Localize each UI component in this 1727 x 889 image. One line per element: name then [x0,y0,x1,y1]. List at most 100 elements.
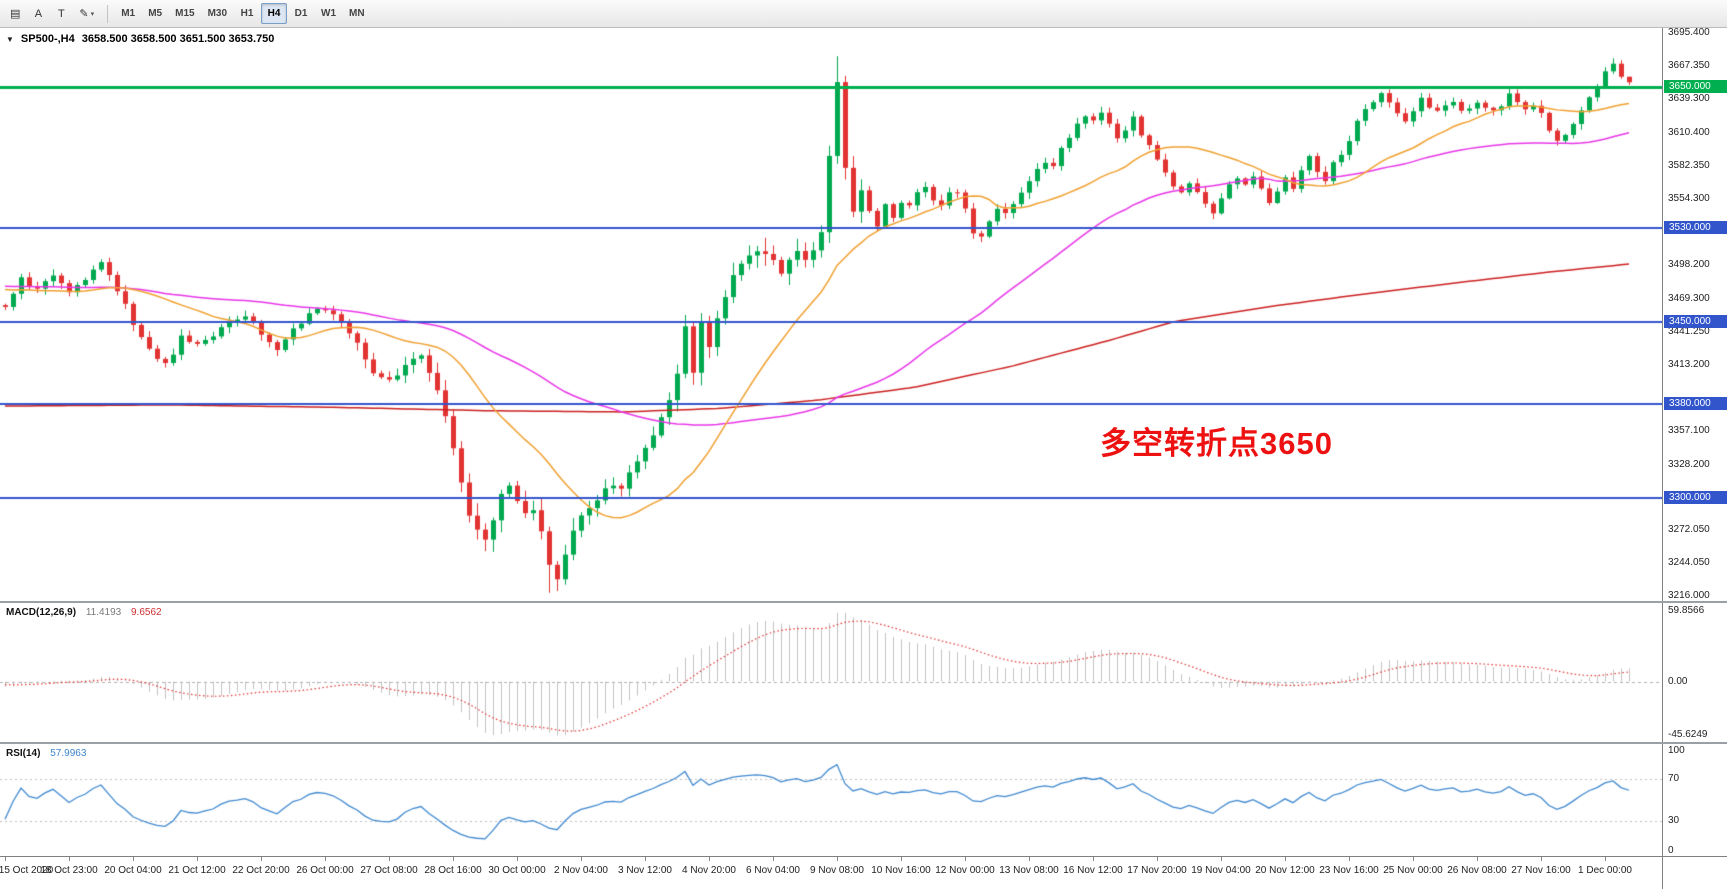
time-axis-label: 20 Nov 12:00 [1255,865,1315,876]
chart-text-annotation[interactable]: 多空转折点3650 [1100,426,1333,461]
macd-panel-canvas[interactable] [0,603,1662,742]
time-axis-tick [325,857,326,861]
price-axis-label: 3695.400 [1668,27,1710,39]
symbol-timeframe-label: SP500-,H4 [20,33,75,45]
time-axis-tick [1477,857,1478,861]
time-axis-tick [517,857,518,861]
price-axis-label: 3554.300 [1668,193,1710,205]
symbol-info: ▼ SP500-,H4 3658.500 3658.500 3651.500 3… [6,33,274,45]
time-axis-label: 4 Nov 20:00 [682,865,736,876]
time-axis-tick [1093,857,1094,861]
time-axis-label: 25 Nov 00:00 [1383,865,1443,876]
text-box-icon[interactable]: T [58,7,65,20]
rsi-axis-label: 0 [1668,845,1674,856]
price-axis-label: 3328.200 [1668,458,1710,470]
price-axis-label: 3667.350 [1668,60,1710,72]
drawing-tools-group: ▤ A T ✎ ▾ [4,3,100,24]
time-axis[interactable]: 15 Oct 2020 18 Oct 23:00 20 Oct 04:00 21 Oc… [0,857,1662,889]
price-axis-label: 3216.000 [1668,590,1710,602]
time-axis-label: 22 Oct 20:00 [232,865,290,876]
time-axis-tick [5,857,6,861]
timeframe-m30[interactable]: M30 [207,8,228,19]
price-axis-label: 3272.050 [1668,524,1710,536]
price-chart-canvas[interactable] [0,28,1662,601]
time-axis-tick [1605,857,1606,861]
time-axis-label: 19 Nov 04:00 [1191,865,1251,876]
price-axis-label: 3639.300 [1668,93,1710,105]
time-axis-tick [1349,857,1350,861]
time-axis-tick [133,857,134,861]
time-axis-tick [645,857,646,861]
time-axis-label: 1 Dec 00:00 [1578,865,1632,876]
price-tag: 3450.000 [1664,314,1727,328]
ohlc-values: 3658.500 3658.500 3651.500 3653.750 [81,33,275,45]
panel-separator[interactable] [0,601,1727,603]
time-axis-label: 28 Oct 16:00 [424,865,482,876]
price-axis-label: 3469.300 [1668,292,1710,304]
time-axis-label: 27 Nov 16:00 [1511,865,1571,876]
time-axis-label: 12 Nov 00:00 [935,865,995,876]
time-axis-label: 30 Oct 00:00 [488,865,546,876]
timeframe-m5[interactable]: M5 [148,8,163,19]
time-axis-label: 18 Oct 23:00 [40,865,98,876]
macd-axis-label: -45.6249 [1668,729,1708,740]
rsi-panel-canvas[interactable] [0,744,1662,856]
rsi-value: 57.9963 [50,748,87,759]
dropdown-caret-icon: ▾ [90,10,95,18]
timeframe-h1[interactable]: H1 [240,8,254,19]
macd-signal-value: 9.6562 [131,607,162,618]
rsi-axis-label: 70 [1668,773,1680,785]
timeframe-h4[interactable]: H4 [261,3,288,24]
rsi-indicator-label: RSI(14) 57.9963 [6,748,86,759]
symbol-dropdown-icon[interactable]: ▼ [6,34,14,44]
panel-separator[interactable] [0,742,1727,744]
chart-grid-icon[interactable]: ▤ [10,8,21,20]
timeframe-w1[interactable]: W1 [321,8,337,19]
time-axis-tick [69,857,70,861]
price-axis-label: 3357.100 [1668,424,1710,436]
price-axis-label: 3244.050 [1668,557,1710,569]
time-axis-tick [261,857,262,861]
price-axis[interactable]: 3695.400 3667.350 3639.300 3610.400 3582.350… [1662,27,1727,889]
time-axis-label: 26 Oct 00:00 [296,865,354,876]
time-axis-label: 21 Oct 12:00 [168,865,226,876]
time-axis-tick [837,857,838,861]
time-axis-label: 2 Nov 04:00 [554,865,608,876]
time-axis-label: 10 Nov 16:00 [871,865,931,876]
macd-axis-label: 0.00 [1668,675,1688,687]
price-tag: 3300.000 [1664,490,1727,504]
price-tag: 3650.000 [1664,79,1727,93]
toolbar-divider [107,4,109,23]
time-axis-tick [1029,857,1030,861]
rsi-axis-label: 30 [1668,814,1680,826]
time-axis-tick [965,857,966,861]
time-axis-tick [901,857,902,861]
time-axis-label: 3 Nov 12:00 [618,865,672,876]
top-toolbar: ▤ A T ✎ ▾ M1 M5 M15 M30 H1 H4 D1 W1 MN [0,0,1727,28]
time-axis-tick [773,857,774,861]
time-axis-label: 15 Oct 2020 [0,865,54,876]
time-axis-label: 27 Oct 08:00 [360,865,418,876]
time-axis-label: 16 Nov 12:00 [1063,865,1123,876]
time-axis-label: 26 Nov 08:00 [1447,865,1507,876]
time-axis-label: 17 Nov 20:00 [1127,865,1187,876]
price-axis-label: 3441.250 [1668,325,1710,337]
time-axis-label: 6 Nov 04:00 [746,865,800,876]
price-tag: 3530.000 [1664,220,1727,234]
time-axis-tick [1285,857,1286,861]
timeframe-d1[interactable]: D1 [294,8,308,19]
time-axis-tick [389,857,390,861]
timeframe-m1[interactable]: M1 [121,8,136,19]
time-axis-label: 20 Oct 04:00 [104,865,162,876]
timeframe-m15[interactable]: M15 [175,8,195,19]
time-axis-tick [1221,857,1222,861]
rsi-name: RSI(14) [6,748,41,759]
time-axis-tick [581,857,582,861]
timeframe-group: M1 M5 M15 M30 H1 H4 D1 W1 MN [115,3,370,24]
timeframe-mn[interactable]: MN [349,8,365,19]
macd-name: MACD(12,26,9) [6,607,77,618]
time-axis-separator [0,856,1727,857]
text-label-icon[interactable]: A [34,7,43,20]
drawing-tools-icon[interactable]: ✎ ▾ [79,8,95,20]
